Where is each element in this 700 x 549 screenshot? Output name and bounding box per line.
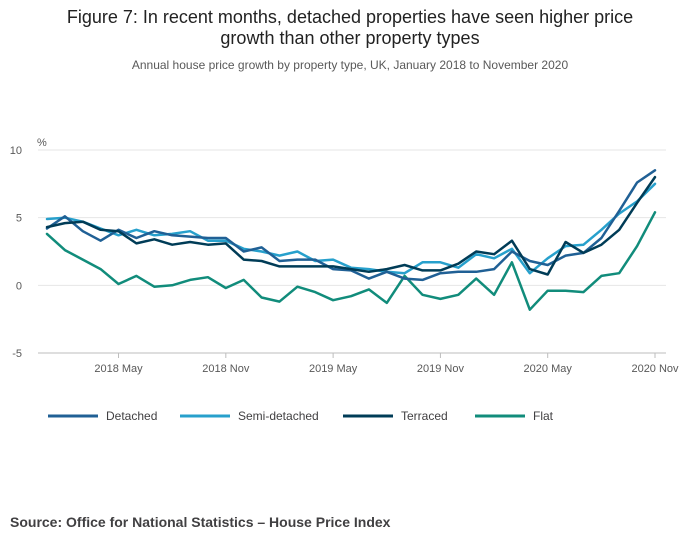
- legend-label: Terraced: [401, 409, 448, 423]
- y-tick-label: -5: [12, 348, 22, 360]
- x-tick-label: 2020 Nov: [631, 363, 679, 375]
- y-tick-label: 0: [16, 280, 22, 292]
- gridlines: [38, 149, 666, 354]
- chart-title-line-1: Figure 7: In recent months, detached pro…: [66, 7, 634, 27]
- y-tick-label: 5: [16, 213, 22, 225]
- x-tick-label: 2019 May: [309, 363, 358, 375]
- x-axis: 2018 May 2018 Nov 2019 May 2019 Nov 2020 May…: [94, 353, 679, 375]
- legend-label: Semi-detached: [238, 409, 319, 423]
- y-axis: -5 0 5 10%: [10, 137, 47, 360]
- legend-item-semi-detached: Semi-detached: [180, 409, 319, 423]
- legend-item-detached: Detached: [48, 409, 157, 423]
- y-tick-label: 10: [10, 145, 22, 157]
- x-tick-label: 2018 May: [94, 363, 143, 375]
- series-line-flat: [45, 211, 657, 311]
- chart-title: Figure 7: In recent months, detached pro…: [0, 7, 700, 49]
- series-line-terraced: [45, 175, 657, 276]
- source-note: Source: Office for National Statistics –…: [10, 514, 391, 530]
- legend-label: Detached: [106, 409, 157, 423]
- chart-subtitle: Annual house price growth by property ty…: [131, 58, 569, 72]
- legend: Detached Semi-detached Terraced Flat: [48, 409, 554, 423]
- x-tick-label: 2018 Nov: [202, 363, 250, 375]
- x-tick-label: 2020 May: [524, 363, 573, 375]
- x-tick-label: 2019 Nov: [417, 363, 465, 375]
- chart-title-line-2: growth than other property types: [220, 28, 480, 48]
- legend-label: Flat: [533, 409, 554, 423]
- series-line-semi-detached: [45, 182, 657, 275]
- legend-item-flat: Flat: [475, 409, 554, 423]
- series-line-detached: [45, 169, 657, 282]
- y-axis-label: %: [37, 137, 47, 149]
- legend-item-terraced: Terraced: [343, 409, 448, 423]
- series-lines: [45, 169, 657, 311]
